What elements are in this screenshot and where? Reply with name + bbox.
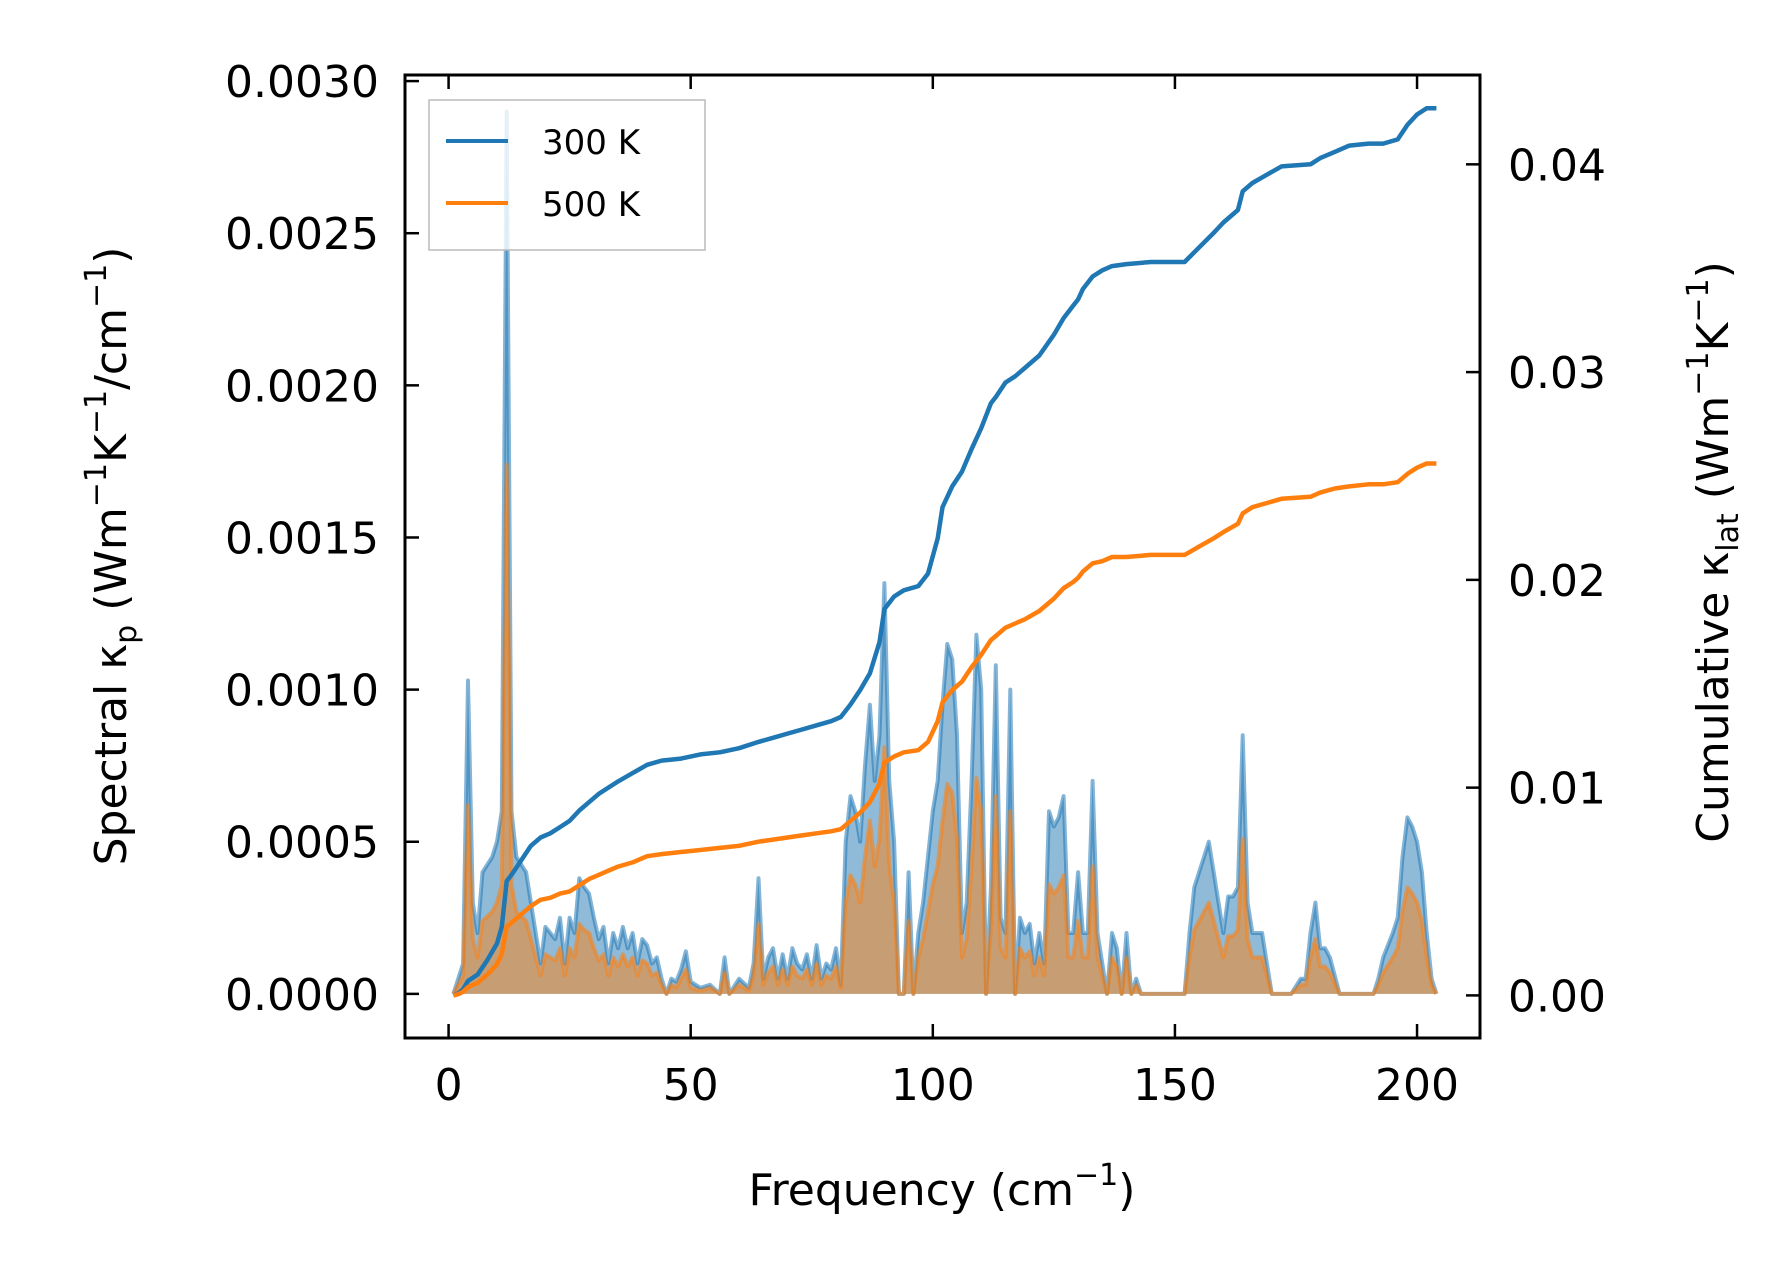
left-y-tick-label: 0.0005 [225, 818, 379, 869]
axis-ticks: 0 50 100 150 200 0.0000 0.0005 0.0010 0.0015 0.00… [225, 57, 1606, 1111]
right-y-tick-label: 0.03 [1508, 348, 1606, 399]
right-y-tick-label: 0.01 [1508, 764, 1606, 815]
right-y-tick-label: 0.02 [1508, 556, 1606, 607]
spectral-area-500k [453, 464, 1437, 994]
x-tick-label: 150 [1133, 1060, 1217, 1111]
legend-box [428, 99, 706, 251]
x-axis-title: Frequency (cm−1) [749, 1158, 1136, 1216]
left-y-tick-label: 0.0010 [225, 666, 379, 717]
x-tick-label: 50 [663, 1060, 719, 1111]
left-y-tick-label: 0.0030 [225, 57, 379, 108]
cumulative-line-300k [452, 105, 1437, 998]
cumulative-line-500k [452, 461, 1437, 998]
plot-frame [403, 73, 1482, 1040]
spectral-outline-300k [451, 109, 1439, 996]
right-y-axis-title: Cumulative κlat (Wm−1K−1) [1681, 261, 1746, 843]
right-y-tick-label: 0.00 [1508, 971, 1606, 1022]
x-tick-label: 0 [435, 1060, 463, 1111]
left-y-tick-label: 0.0000 [225, 970, 379, 1021]
spectral-outline-500k [451, 462, 1439, 996]
cumulative-lines [452, 105, 1437, 998]
legend-label-500k: 500 K [542, 185, 642, 225]
left-y-tick-label: 0.0020 [225, 361, 379, 412]
left-y-axis-title: Spectral κp (Wm−1K−1/cm−1) [79, 247, 144, 866]
x-tick-label: 100 [891, 1060, 975, 1111]
legend: 300 K 500 K [428, 99, 706, 251]
left-y-tick-label: 0.0025 [225, 209, 379, 260]
right-y-tick-label: 0.04 [1508, 140, 1606, 191]
legend-label-300k: 300 K [542, 123, 642, 163]
left-y-tick-label: 0.0015 [225, 513, 379, 564]
x-tick-label: 200 [1375, 1060, 1459, 1111]
spectral-areas [451, 109, 1439, 996]
